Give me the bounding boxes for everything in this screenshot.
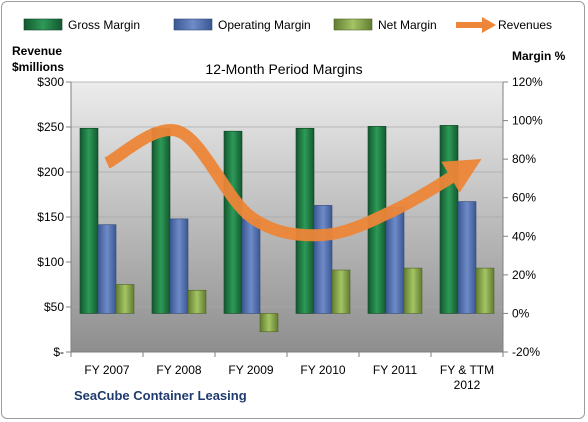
bar-operating-margin (457, 201, 477, 314)
left-tick-label: $300 (37, 75, 64, 89)
left-tick-label: $50 (44, 300, 64, 314)
right-tick-label: 20% (512, 268, 536, 282)
chart-svg: $- $50 $100 $150 $200 $250 $300 -20% 0% 20% 40% 60%… (12, 17, 566, 403)
bar-gross-margin (295, 127, 315, 314)
right-tick-label: 60% (512, 191, 536, 205)
category-label: 2012 (454, 378, 481, 392)
bar-net-margin (115, 284, 135, 314)
legend-item: Operating Margin (173, 18, 311, 32)
legend-label: Revenues (498, 18, 552, 32)
left-tick-label: $150 (37, 210, 64, 224)
bar-operating-margin (241, 218, 261, 314)
axes: $- $50 $100 $150 $200 $250 $300 -20% 0% 20% 40% 60%… (37, 75, 543, 392)
bar-operating-margin (313, 205, 333, 314)
bar-gross-margin (439, 125, 459, 314)
bar-gross-margin (223, 130, 243, 314)
bar-net-margin (259, 313, 279, 333)
right-tick-label: 40% (512, 229, 536, 243)
bar-operating-margin (97, 224, 117, 314)
bar-operating-margin (385, 207, 405, 314)
company-name: SeaCube Container Leasing (74, 388, 247, 403)
bar-gross-margin (151, 127, 171, 314)
chart-title: 12-Month Period Margins (205, 61, 362, 77)
category-label: FY 2008 (156, 363, 201, 377)
legend-arrow-icon (482, 17, 496, 33)
legend-swatch (23, 18, 63, 31)
legend-label: Gross Margin (68, 18, 140, 32)
legend-label: Net Margin (378, 18, 437, 32)
left-tick-label: $100 (37, 255, 64, 269)
legend: Gross Margin Operating Margin Net Margin Re… (23, 17, 552, 33)
legend-swatch (173, 18, 213, 31)
legend-item: Revenues (456, 17, 552, 33)
category-label: FY 2011 (373, 363, 418, 377)
right-axis-label: Margin % (512, 49, 566, 63)
right-tick-label: 0% (512, 306, 530, 320)
left-tick-label: $250 (37, 120, 64, 134)
category-label: FY 2007 (84, 363, 129, 377)
left-tick-label: $- (53, 345, 64, 359)
right-tick-label: 80% (512, 152, 536, 166)
right-tick-label: 100% (512, 114, 543, 128)
right-tick-label: -20% (512, 345, 540, 359)
category-label: FY 2010 (300, 363, 345, 377)
left-axis-label-line1: Revenue (12, 44, 62, 58)
right-tick-label: 120% (512, 75, 543, 89)
bar-net-margin (403, 267, 423, 314)
bar-operating-margin (169, 218, 189, 314)
bar-net-margin (187, 289, 207, 314)
left-tick-label: $200 (37, 165, 64, 179)
legend-item: Gross Margin (23, 18, 140, 32)
bar-net-margin (475, 267, 495, 314)
legend-swatch (333, 18, 373, 31)
legend-item: Net Margin (333, 18, 437, 32)
revenues-line (104, 124, 482, 242)
bar-net-margin (331, 269, 351, 314)
category-label: FY 2009 (228, 363, 273, 377)
category-label: FY & TTM (440, 363, 494, 377)
bar-gross-margin (79, 127, 99, 314)
left-axis-label-line2: $millions (12, 60, 64, 74)
revenue-line (104, 124, 482, 242)
legend-label: Operating Margin (218, 18, 311, 32)
